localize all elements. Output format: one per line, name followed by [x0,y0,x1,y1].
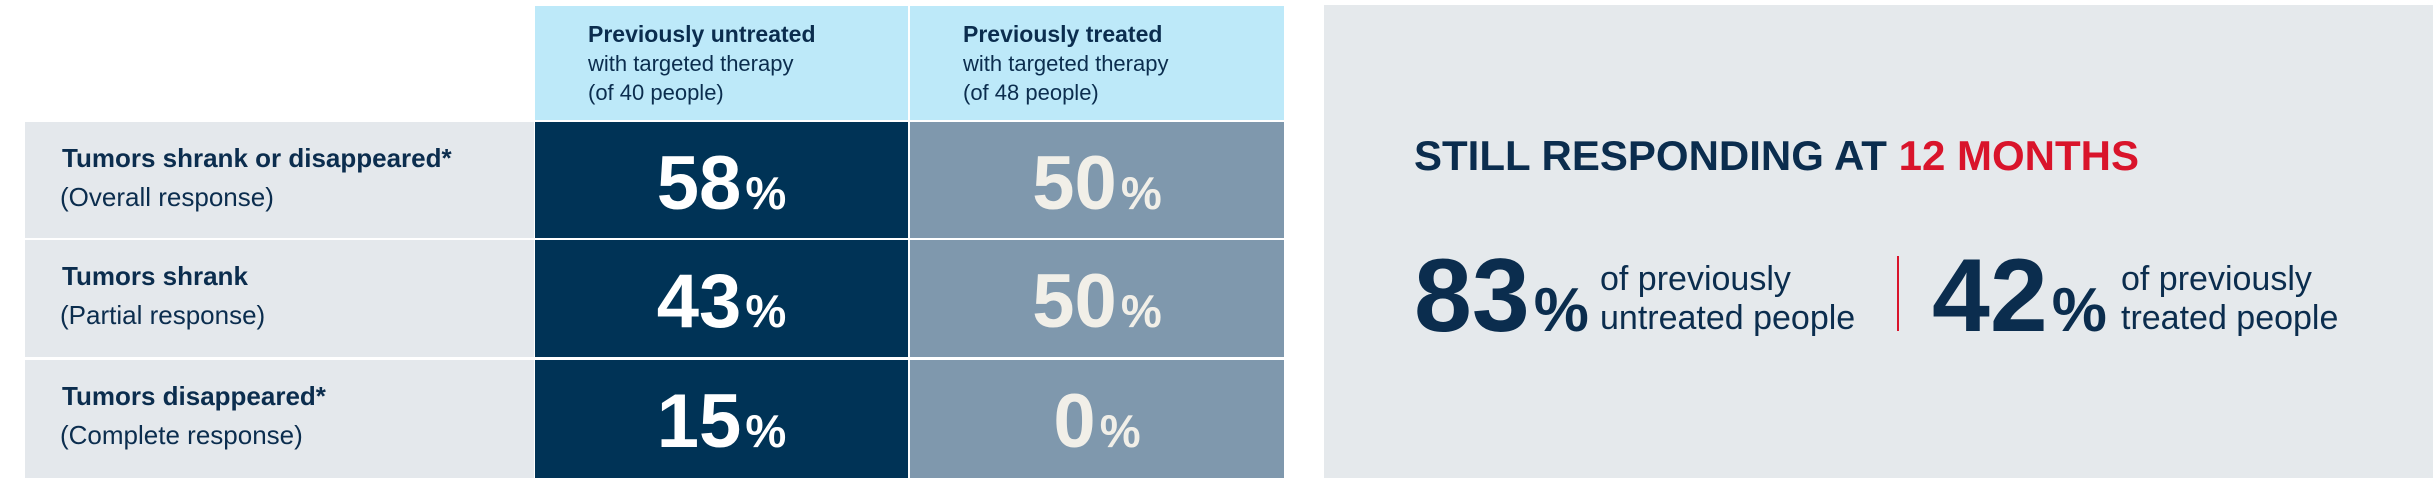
row-label-cell [25,122,534,238]
row-label: Tumors shrank [62,261,248,291]
value-cell [535,240,908,357]
stat-text: untreated people [1600,299,1855,337]
heading-text: STILL RESPONDING AT [1414,132,1899,179]
stat-value: 83% [1414,238,1589,354]
column-subtitle: with targeted therapy [962,51,1168,76]
cell-value: 50% [1032,141,1161,226]
cell-number: 50 [1032,259,1117,344]
heading-highlight: 12 MONTHS [1899,132,2139,179]
cell-unit: % [745,405,786,457]
cell-value: 43% [657,259,786,344]
cell-unit: % [1100,405,1141,457]
cell-unit: % [1121,167,1162,219]
cell-value: 58% [657,141,786,226]
row-sublabel: (Overall response) [60,182,274,212]
cell-number: 58 [657,141,742,226]
cell-value: 50% [1032,259,1161,344]
cell-unit: % [745,167,786,219]
value-cell [910,122,1284,238]
stat-unit: % [1534,276,1589,345]
row-sublabel: (Complete response) [60,420,303,450]
header-cell [910,6,1284,120]
stat-text: of previously [2121,260,2312,298]
value-cell [910,240,1284,357]
cell-number: 50 [1032,141,1117,226]
column-title: Previously treated [963,21,1162,47]
row-label-cell [25,240,534,357]
panel-heading: STILL RESPONDING AT 12 MONTHS [1414,132,2139,179]
stat-text: treated people [2121,299,2338,337]
cell-number: 0 [1053,379,1095,464]
row-label-cell [25,360,534,478]
row-sublabel: (Partial response) [60,300,265,330]
stat-number: 42 [1932,238,2048,354]
column-subtitle: with targeted therapy [587,51,793,76]
column-subtitle: (of 40 people) [588,80,724,105]
value-cell [910,360,1284,478]
cell-number: 43 [657,259,742,344]
stat-unit: % [2052,276,2107,345]
cell-value: 15% [657,379,786,464]
row-label: Tumors disappeared* [62,381,327,411]
cell-number: 15 [657,379,742,464]
stat-number: 83 [1414,238,1530,354]
row-label: Tumors shrank or disappeared* [62,143,453,173]
cell-unit: % [745,285,786,337]
cell-value: 0% [1053,379,1140,464]
stat-value: 42% [1932,238,2107,354]
cell-unit: % [1121,285,1162,337]
header-cell [535,6,908,120]
column-subtitle: (of 48 people) [963,80,1099,105]
summary-panel [1324,5,2433,478]
column-title: Previously untreated [588,21,816,47]
value-cell [535,360,908,478]
stat-text: of previously [1600,260,1791,298]
value-cell [535,122,908,238]
